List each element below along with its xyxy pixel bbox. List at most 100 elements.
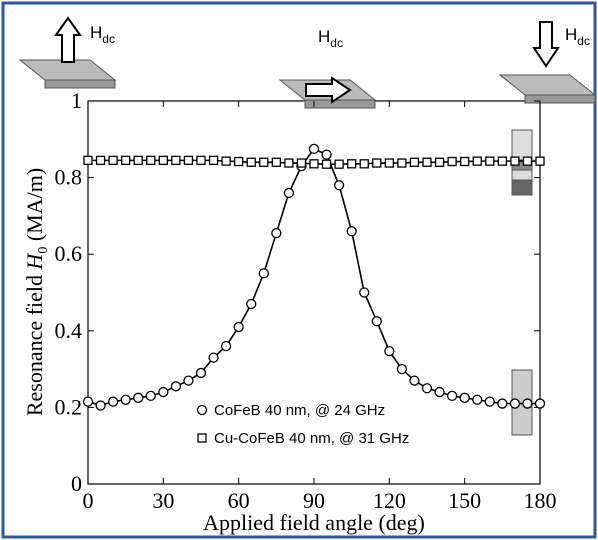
data-point xyxy=(397,158,407,168)
x-tick-label: 60 xyxy=(228,488,250,513)
data-point xyxy=(120,394,131,405)
data-point xyxy=(158,155,168,166)
data-point xyxy=(359,159,369,169)
data-point xyxy=(371,316,382,327)
y-tick-label: 0.8 xyxy=(55,165,83,190)
data-point xyxy=(259,157,269,167)
data-point xyxy=(121,155,131,166)
data-point xyxy=(146,155,156,166)
data-point xyxy=(396,363,408,375)
y-tick-label: 0.4 xyxy=(55,318,83,343)
data-point xyxy=(197,433,207,443)
data-point xyxy=(497,398,508,409)
data-point xyxy=(434,157,445,167)
plot-area xyxy=(87,100,541,485)
data-point xyxy=(208,155,219,166)
data-point xyxy=(459,392,470,403)
annotation: Hdc xyxy=(318,27,343,50)
data-point xyxy=(409,375,420,386)
data-point xyxy=(347,159,357,169)
data-point xyxy=(258,268,269,279)
data-point xyxy=(196,404,208,416)
legend-label: Cu-CoFeB 40 nm, @ 31 GHz xyxy=(214,430,409,447)
data-point xyxy=(472,156,482,166)
data-point xyxy=(421,383,433,394)
data-point xyxy=(334,159,344,169)
data-point xyxy=(158,386,169,398)
y-axis-label: Resonance field H0 (MA/m) xyxy=(22,168,51,416)
data-point xyxy=(284,158,294,168)
data-point xyxy=(510,156,520,166)
data-point xyxy=(170,381,182,392)
fit-line xyxy=(87,147,540,407)
data-point xyxy=(509,398,521,409)
data-point xyxy=(522,156,533,166)
data-point xyxy=(108,155,118,166)
data-point xyxy=(82,396,94,407)
data-point xyxy=(333,180,345,191)
data-point xyxy=(460,156,470,167)
x-tick-label: 90 xyxy=(303,488,325,513)
data-point xyxy=(321,149,332,160)
data-point xyxy=(446,390,458,402)
x-tick-label: 0 xyxy=(83,488,94,513)
data-point xyxy=(346,226,357,237)
data-point xyxy=(145,390,156,402)
data-point xyxy=(409,157,420,167)
data-point xyxy=(183,375,194,386)
x-tick-label: 150 xyxy=(448,488,481,513)
data-point xyxy=(221,156,231,166)
data-point xyxy=(133,155,143,166)
data-point xyxy=(321,159,332,169)
data-point xyxy=(246,298,257,310)
data-point xyxy=(534,398,546,409)
data-point xyxy=(484,396,495,407)
y-tick-label: 1 xyxy=(71,88,82,113)
data-point xyxy=(220,340,232,352)
legend-label: CoFeB 40 nm, @ 24 GHz xyxy=(214,402,385,419)
x-tick-label: 120 xyxy=(373,488,406,513)
data-point xyxy=(246,157,256,167)
data-point xyxy=(171,155,181,166)
data-point xyxy=(384,345,395,357)
data-point xyxy=(95,400,106,411)
y-tick-label: 0 xyxy=(71,471,82,496)
x-axis-label: Applied field angle (deg) xyxy=(203,510,425,535)
data-point xyxy=(107,396,119,407)
data-point xyxy=(359,287,370,298)
annotation: Hdc xyxy=(90,23,115,46)
data-point xyxy=(271,157,281,167)
data-point xyxy=(83,155,93,166)
inset-devices xyxy=(18,16,597,436)
data-point xyxy=(208,352,219,363)
data-point xyxy=(234,156,244,167)
data-point xyxy=(283,187,295,199)
data-point xyxy=(447,156,457,167)
y-tick-label: 0.2 xyxy=(55,394,83,419)
data-point xyxy=(535,156,545,166)
data-point xyxy=(434,386,445,398)
data-point xyxy=(422,157,432,167)
data-point xyxy=(271,227,282,239)
data-point xyxy=(522,398,533,409)
data-point xyxy=(195,367,207,379)
data-point xyxy=(309,159,319,169)
data-point xyxy=(384,158,394,168)
data-point xyxy=(497,156,507,166)
data-point xyxy=(472,394,483,405)
data-point xyxy=(95,155,106,166)
data-point xyxy=(308,143,320,155)
data-point xyxy=(296,158,307,168)
data-point xyxy=(233,321,244,333)
data-point xyxy=(485,156,495,166)
data-point xyxy=(133,392,144,403)
annotation: Hdc xyxy=(565,25,590,48)
data-point xyxy=(196,155,206,166)
x-tick-label: 180 xyxy=(524,488,557,513)
data-point xyxy=(183,155,194,166)
data-point xyxy=(372,158,382,168)
y-tick-label: 0.6 xyxy=(55,241,83,266)
x-tick-label: 30 xyxy=(152,488,174,513)
